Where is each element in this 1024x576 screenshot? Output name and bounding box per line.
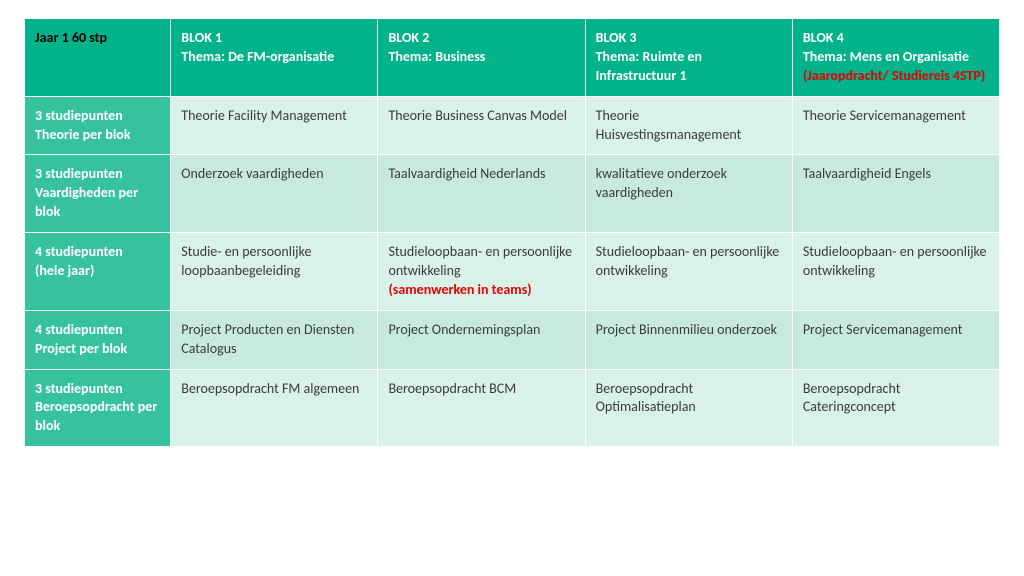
cell-text: Taalvaardigheid Engels [803,165,931,182]
cell-note: (samenwerken in teams) [388,281,574,300]
cell-text: Studie- en persoonlijke loopbaanbegeleid… [181,243,311,279]
cell-r1-c1: Theorie Facility Management [171,96,378,155]
header-col-4: BLOK 4 Thema: Mens en Organisatie (Jaaropd… [792,19,999,97]
row-header-5: 3 studiepuntenBeroepsopdracht per blok [25,369,171,447]
header-corner-cell: Jaar 1 60 stp [25,19,171,97]
col-subtitle: Thema: De FM-organisatie [181,48,334,65]
cell-r1-c4: Theorie Servicemanagement [792,96,999,155]
cell-text: Theorie Huisvestingsmanagement [596,107,742,143]
cell-text: Onderzoek vaardigheden [181,165,323,182]
cell-text: kwalitatieve onderzoek vaardigheden [596,165,727,201]
cell-r5-c4: Beroepsopdracht Cateringconcept [792,369,999,447]
col-title: BLOK 1 [181,29,222,46]
cell-text: Studieloopbaan- en persoonlijke ontwikke… [596,243,780,279]
row-label-l2: (hele jaar) [35,262,94,279]
cell-text: Studieloopbaan- en persoonlijke ontwikke… [803,243,987,279]
cell-text: Beroepsopdracht Optimalisatieplan [596,380,696,416]
cell-text: Theorie Servicemanagement [803,107,966,124]
row-label-l2: Theorie per blok [35,126,131,143]
row-label-l1: 4 studiepunten [35,243,123,260]
cell-r1-c2: Theorie Business Canvas Model [378,96,585,155]
cell-text: Theorie Business Canvas Model [388,107,567,124]
cell-r5-c2: Beroepsopdracht BCM [378,369,585,447]
row-header-2: 3 studiepunten Vaardigheden per blok [25,155,171,233]
header-corner: Jaar 1 60 stp [35,29,107,46]
cell-r3-c3: Studieloopbaan- en persoonlijke ontwikke… [585,233,792,311]
col-subtitle: Thema: Mens en Organisatie [803,48,969,65]
cell-text: Project Binnenmilieu onderzoek [596,321,777,338]
col-title: BLOK 2 [388,29,429,46]
cell-text: Project Servicemanagement [803,321,963,338]
cell-text: Beroepsopdracht Cateringconcept [803,380,901,416]
cell-r3-c4: Studieloopbaan- en persoonlijke ontwikke… [792,233,999,311]
cell-r4-c4: Project Servicemanagement [792,310,999,369]
header-col-2: BLOK 2 Thema: Business [378,19,585,97]
cell-text: Project Producten en Diensten Catalogus [181,321,354,357]
col-subtitle: Thema: Business [388,48,485,65]
cell-text: Beroepsopdracht BCM [388,380,516,397]
col-title: BLOK 4 [803,29,844,46]
cell-r5-c3: Beroepsopdracht Optimalisatieplan [585,369,792,447]
cell-r5-c1: Beroepsopdracht FM algemeen [171,369,378,447]
row-label-l1: 4 studiepunten [35,321,123,338]
cell-r1-c3: Theorie Huisvestingsmanagement [585,96,792,155]
header-col-1: BLOK 1 Thema: De FM-organisatie [171,19,378,97]
cell-r3-c1: Studie- en persoonlijke loopbaanbegeleid… [171,233,378,311]
col-subtitle: Thema: Ruimte en Infrastructuur 1 [596,48,702,84]
row-header-1: 3 studiepunten Theorie per blok [25,96,171,155]
row-label-l1: 3 studiepunten [35,165,123,182]
col-note: (Jaaropdracht/ Studiereis 4STP) [803,67,989,86]
cell-r2-c3: kwalitatieve onderzoek vaardigheden [585,155,792,233]
cell-text: Taalvaardigheid Nederlands [388,165,545,182]
header-col-3: BLOK 3 Thema: Ruimte en Infrastructuur 1 [585,19,792,97]
curriculum-table: Jaar 1 60 stp BLOK 1 Thema: De FM-organisa… [24,18,1000,447]
cell-text: Studieloopbaan- en persoonlijke ontwikke… [388,243,572,279]
col-title: BLOK 3 [596,29,637,46]
cell-r3-c2: Studieloopbaan- en persoonlijke ontwikke… [378,233,585,311]
row-label-l2: Beroepsopdracht per blok [35,398,157,434]
cell-r4-c1: Project Producten en Diensten Catalogus [171,310,378,369]
cell-r2-c2: Taalvaardigheid Nederlands [378,155,585,233]
row-header-3: 4 studiepunten (hele jaar) [25,233,171,311]
cell-r4-c3: Project Binnenmilieu onderzoek [585,310,792,369]
row-label-l1: 3 studiepunten [35,380,123,397]
row-label-l2: Project per blok [35,340,127,357]
cell-r2-c4: Taalvaardigheid Engels [792,155,999,233]
cell-r2-c1: Onderzoek vaardigheden [171,155,378,233]
cell-text: Beroepsopdracht FM algemeen [181,380,359,397]
cell-text: Project Ondernemingsplan [388,321,540,338]
cell-r4-c2: Project Ondernemingsplan [378,310,585,369]
row-label-l2: Vaardigheden per blok [35,184,138,220]
row-label-l1: 3 studiepunten [35,107,123,124]
row-header-4: 4 studiepunten Project per blok [25,310,171,369]
cell-text: Theorie Facility Management [181,107,347,124]
